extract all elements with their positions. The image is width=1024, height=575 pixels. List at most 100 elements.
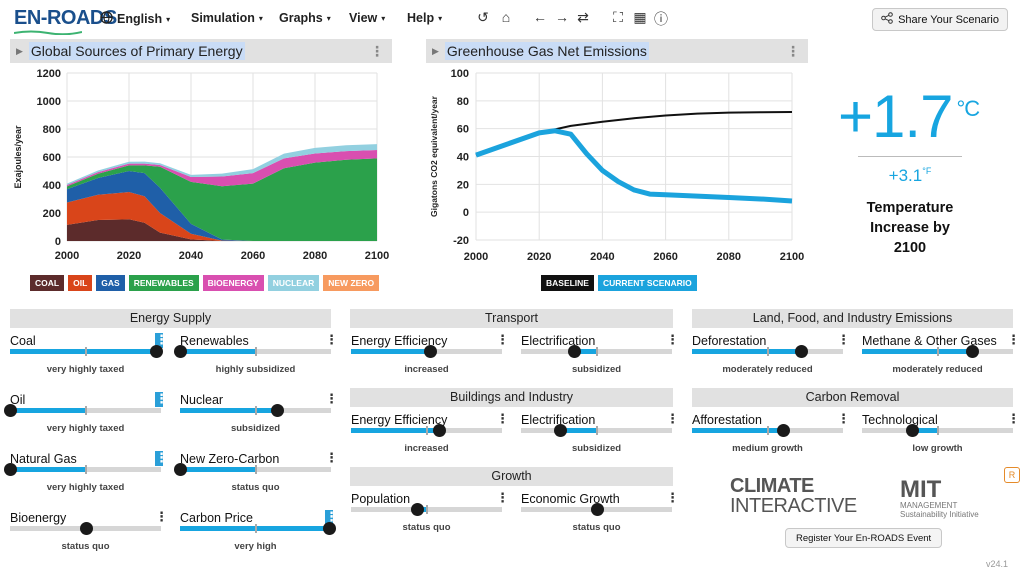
slider-population[interactable]: Population ⋮ status quo [351,490,509,547]
slider-menu-icon[interactable]: ⋮ [496,490,509,505]
slider-menu-icon[interactable]: ⋮ [1007,411,1020,426]
slider-deforestation[interactable]: Deforestation ⋮ moderately reduced [692,332,850,389]
legend-current-scenario[interactable]: CURRENT SCENARIO [597,275,697,291]
graph1-header[interactable]: ▶ Global Sources of Primary Energy ⋮ [10,39,392,63]
expand-triangle-icon[interactable]: ▶ [16,45,23,56]
slider-bioenergy[interactable]: Bioenergy ⋮ status quo [10,509,168,566]
info-icon[interactable]: ⓘ [654,11,668,27]
slider-buildings-energy-efficiency[interactable]: Energy Efficiency ⋮ increased [351,411,509,468]
legend-oil[interactable]: OIL [68,275,93,291]
slider-menu-icon[interactable]: ⋮ [325,509,338,525]
help-menu[interactable]: Help ▾ [407,11,442,25]
share-scenario-button[interactable]: Share Your Scenario [872,8,1008,31]
forward-arrow-icon[interactable]: → [555,9,569,25]
slider-afforestation[interactable]: Afforestation ⋮ medium growth [692,411,850,468]
view-menu[interactable]: View ▾ [349,11,385,25]
slider-buildings-electrification[interactable]: Electrification ⋮ subsidized [521,411,679,468]
legend-renewables[interactable]: RENEWABLES [128,275,199,291]
slider-nuclear[interactable]: Nuclear ⋮ subsidized [180,391,338,448]
legend-gas[interactable]: GAS [96,275,125,291]
slider-handle[interactable] [174,345,187,358]
register-event-button[interactable]: Register Your En-ROADS Event [785,528,943,548]
slider-menu-icon[interactable]: ⋮ [155,332,168,348]
slider-track[interactable] [4,404,161,417]
home-icon[interactable]: ⌂ [501,9,511,25]
slider-handle[interactable] [966,345,980,358]
slider-menu-icon[interactable]: ⋮ [666,332,679,347]
slider-new-zero-carbon[interactable]: New Zero-Carbon ⋮ status quo [174,450,338,507]
en-roads-side-icon[interactable]: R [1004,467,1020,483]
simulation-menu[interactable]: Simulation ▾ [191,11,263,25]
slider-handle[interactable] [554,424,568,437]
slider-handle[interactable] [4,463,17,476]
slider-menu-icon[interactable]: ⋮ [325,391,338,406]
slider-handle[interactable] [776,424,790,437]
slider-menu-icon[interactable]: ⋮ [155,509,168,524]
graphs-menu[interactable]: Graphs ▾ [279,11,331,25]
slider-renewables[interactable]: Renewables ⋮ highly subsidized [174,332,338,389]
slider-handle[interactable] [423,345,437,358]
graph2-header[interactable]: ▶ Greenhouse Gas Net Emissions ⋮ [426,39,808,63]
legend-new-zero[interactable]: NEW ZERO [323,275,380,291]
slider-track[interactable] [521,503,672,516]
legend-bioenergy[interactable]: BIOENERGY [202,275,264,291]
slider-menu-icon[interactable]: ⋮ [837,332,850,347]
slider-track[interactable] [10,345,164,358]
slider-handle[interactable] [150,345,164,358]
slider-menu-icon[interactable]: ⋮ [325,332,338,347]
slider-handle[interactable] [590,503,604,516]
slider-handle[interactable] [794,345,808,358]
slider-track[interactable] [521,424,672,437]
slider-handle[interactable] [905,424,919,437]
legend-coal[interactable]: COAL [30,275,65,291]
slider-track[interactable] [521,345,672,358]
slider-handle[interactable] [323,522,337,535]
slider-carbon-price[interactable]: Carbon Price ⋮ very high [180,509,338,566]
slider-methane-other-gases[interactable]: Methane & Other Gases ⋮ moderately reduced [862,332,1020,389]
language-menu[interactable]: English ▾ [100,11,170,27]
slider-track[interactable] [351,345,502,358]
table-icon[interactable]: ▦ [633,9,647,25]
slider-track[interactable] [174,463,331,476]
slider-track[interactable] [180,404,331,417]
slider-track[interactable] [351,424,502,437]
fullscreen-icon[interactable]: ⛶ [613,9,623,25]
undo-icon[interactable]: ↺ [477,9,489,25]
slider-track[interactable] [180,522,337,535]
slider-menu-icon[interactable]: ⋮ [837,411,850,426]
graph2-menu-icon[interactable]: ⋮ [786,42,800,59]
slider-track[interactable] [10,522,161,535]
legend-baseline[interactable]: BASELINE [541,275,594,291]
slider-track[interactable] [4,463,161,476]
swap-icon[interactable]: ⇄ [577,9,589,25]
climate-interactive-logo[interactable]: CLIMATE INTERACTIVE [730,476,857,516]
slider-track[interactable] [862,345,1013,358]
slider-menu-icon[interactable]: ⋮ [155,391,168,407]
slider-oil[interactable]: Oil ⋮ very highly taxed [4,391,168,448]
slider-track[interactable] [351,503,502,516]
slider-transport-energy-efficiency[interactable]: Energy Efficiency ⋮ increased [351,332,509,389]
slider-natural-gas[interactable]: Natural Gas ⋮ very highly taxed [4,451,168,507]
slider-track[interactable] [174,345,331,358]
slider-handle[interactable] [411,503,425,516]
slider-track[interactable] [692,424,843,437]
slider-menu-icon[interactable]: ⋮ [1007,332,1020,347]
slider-handle[interactable] [432,424,446,437]
slider-menu-icon[interactable]: ⋮ [666,490,679,505]
slider-handle[interactable] [4,404,17,417]
mit-logo[interactable]: MIT [900,476,942,503]
slider-menu-icon[interactable]: ⋮ [325,450,338,465]
expand-triangle-icon[interactable]: ▶ [432,45,439,56]
slider-menu-icon[interactable]: ⋮ [496,411,509,426]
slider-handle[interactable] [79,522,93,535]
slider-handle[interactable] [270,404,284,417]
slider-track[interactable] [692,345,843,358]
slider-handle[interactable] [567,345,581,358]
slider-economic-growth[interactable]: Economic Growth ⋮ status quo [521,490,679,547]
legend-nuclear[interactable]: NUCLEAR [267,275,320,291]
slider-handle[interactable] [174,463,187,476]
slider-menu-icon[interactable]: ⋮ [666,411,679,426]
en-roads-logo[interactable]: EN-ROADS [14,7,117,29]
slider-coal[interactable]: Coal ⋮ very highly taxed [10,332,168,389]
slider-menu-icon[interactable]: ⋮ [496,332,509,347]
